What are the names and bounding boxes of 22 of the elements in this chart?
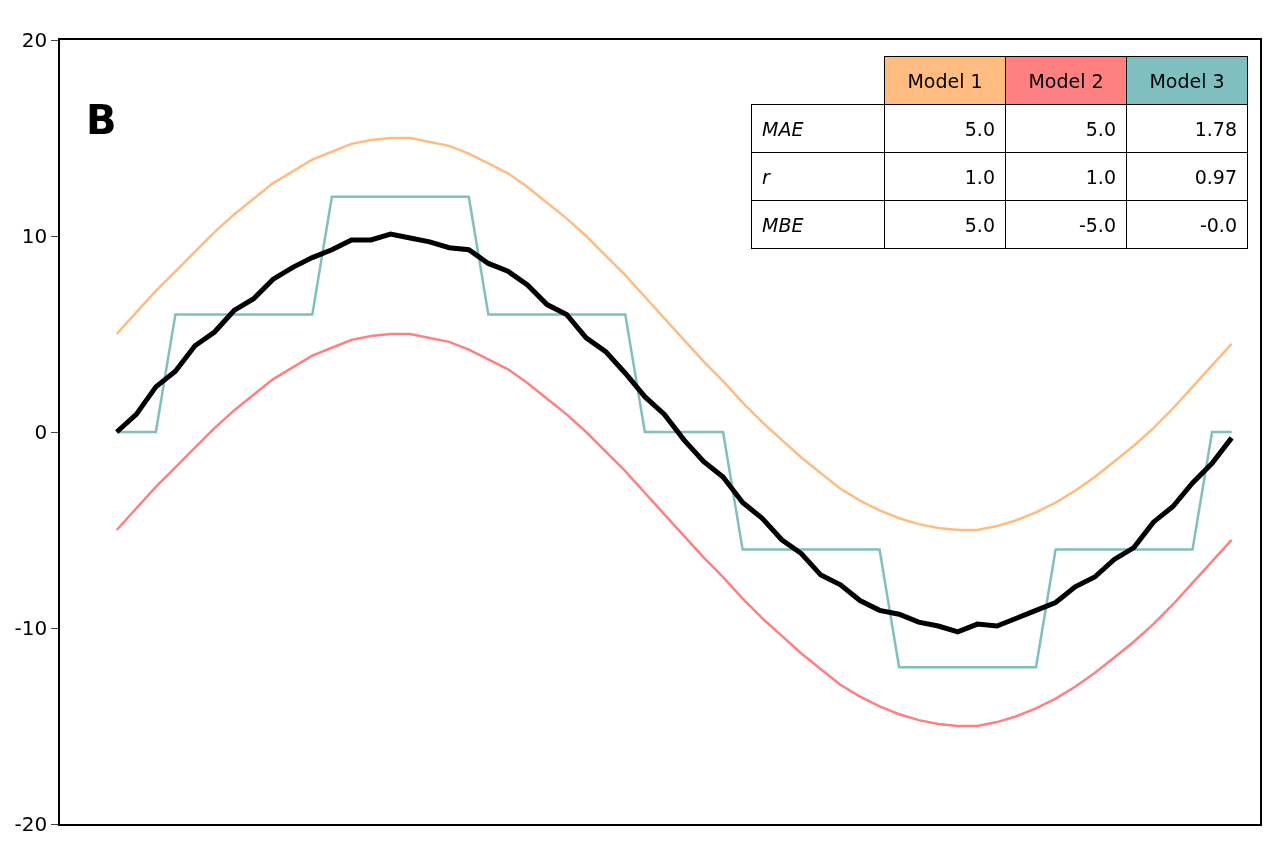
text: Model 2 <box>1005 56 1127 105</box>
annotation: 1.0 <box>884 152 1006 201</box>
text: Model 1 <box>884 56 1006 105</box>
line-series <box>115 332 1233 728</box>
y-tick-label: -10 <box>14 616 48 640</box>
text: Model 3 <box>1126 56 1248 105</box>
y-tick-label: 20 <box>21 28 48 52</box>
annotation: 0.97 <box>1126 152 1248 201</box>
y-tick-label: 10 <box>21 224 48 248</box>
annotation: 1.0 <box>1005 152 1127 201</box>
annotation: 5.0 <box>884 200 1006 249</box>
annotation: 1.78 <box>1126 104 1248 153</box>
annotation: -5.0 <box>1005 200 1127 249</box>
annotation: r <box>751 152 885 201</box>
annotation: MAE <box>751 104 885 153</box>
y-tick-label: -20 <box>14 812 48 836</box>
annotation: -0.0 <box>1126 200 1248 249</box>
text: B <box>86 97 117 143</box>
annotation: MBE <box>751 200 885 249</box>
annotation: 5.0 <box>1005 104 1127 153</box>
annotation: 5.0 <box>884 104 1006 153</box>
y-tick-label: 0 <box>34 420 48 444</box>
